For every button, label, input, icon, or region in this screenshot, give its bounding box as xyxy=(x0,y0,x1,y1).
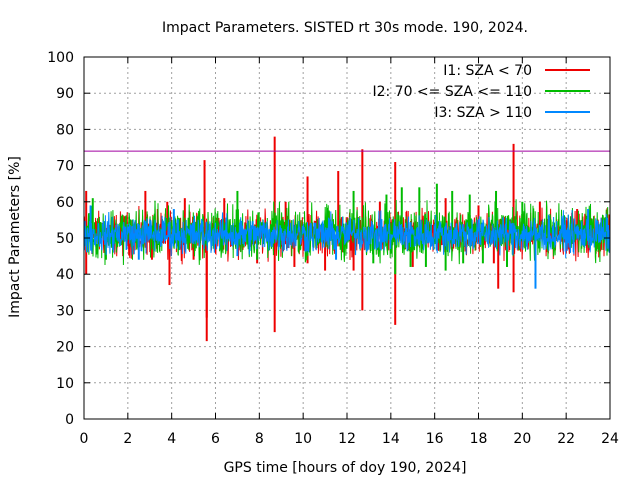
x-tick-label: 22 xyxy=(557,431,575,447)
x-tick-label: 6 xyxy=(211,431,220,447)
y-tick-label: 50 xyxy=(56,231,74,247)
axis-ticks: 0 2 4 6 8 10 12 14 16 18 20 22 240102030405060708090… xyxy=(47,50,619,447)
y-tick-label: 40 xyxy=(56,267,74,283)
y-tick-label: 70 xyxy=(56,159,74,175)
x-tick-label: 24 xyxy=(601,431,619,447)
y-tick-label: 30 xyxy=(56,303,74,319)
y-tick-label: 100 xyxy=(47,50,74,66)
y-tick-label: 60 xyxy=(56,195,74,211)
series-1 xyxy=(83,136,611,342)
x-tick-label: 14 xyxy=(382,431,400,447)
y-tick-label: 20 xyxy=(56,340,74,356)
legend-label-1: I1: SZA < 70 xyxy=(443,63,532,79)
y-axis-label: Impact Parameters [%] xyxy=(7,156,23,318)
y-tick-label: 90 xyxy=(56,86,74,102)
legend: I1: SZA < 70 I2: 70 <= SZA <= 110 I3: SZA … xyxy=(372,63,590,121)
x-axis-label: GPS time [hours of doy 190, 2024] xyxy=(224,460,467,476)
x-tick-label: 16 xyxy=(426,431,444,447)
x-tick-label: 20 xyxy=(513,431,531,447)
series-3-line xyxy=(83,210,611,259)
y-tick-label: 0 xyxy=(65,412,74,428)
y-tick-label: 10 xyxy=(56,376,74,392)
legend-label-3: I3: SZA > 110 xyxy=(434,105,532,121)
x-tick-label: 0 xyxy=(80,431,89,447)
x-tick-label: 10 xyxy=(294,431,312,447)
x-tick-label: 2 xyxy=(123,431,132,447)
legend-label-2: I2: 70 <= SZA <= 110 xyxy=(372,84,532,100)
x-tick-label: 8 xyxy=(255,431,264,447)
y-tick-label: 80 xyxy=(56,122,74,138)
series-layer xyxy=(83,136,611,342)
x-tick-label: 18 xyxy=(470,431,488,447)
chart-title: Impact Parameters. SISTED rt 30s mode. 1… xyxy=(162,20,528,36)
x-tick-label: 4 xyxy=(167,431,176,447)
series-3 xyxy=(83,205,611,289)
x-tick-label: 12 xyxy=(338,431,356,447)
